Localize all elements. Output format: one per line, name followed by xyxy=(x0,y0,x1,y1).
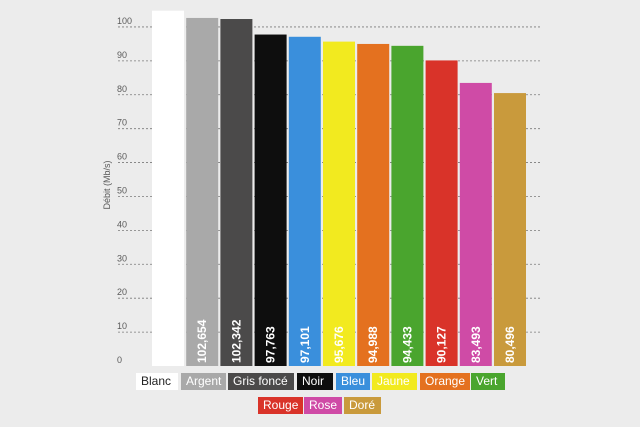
bar-rose xyxy=(459,82,492,366)
bar-value-label: 104,789 xyxy=(161,319,175,363)
bar-value-label: 94,433 xyxy=(400,326,414,363)
y-tick-label: 0 xyxy=(117,355,122,365)
bar-value-label: 102,654 xyxy=(195,319,209,363)
bar-gris-foncé xyxy=(220,19,253,366)
bar-blanc xyxy=(152,10,184,366)
bar-value-label: 80,496 xyxy=(503,326,517,363)
y-tick-label: 100 xyxy=(117,16,132,26)
y-axis-title: Débit (Mb/s) xyxy=(102,160,112,209)
bar-argent xyxy=(186,17,219,366)
y-tick-label: 40 xyxy=(117,219,127,229)
bar-value-label: 97,763 xyxy=(264,326,278,363)
bar-value-label: 94,988 xyxy=(366,326,380,363)
bar-jaune xyxy=(323,41,355,367)
bar-noir xyxy=(254,34,287,367)
bar-value-label: 90,127 xyxy=(435,326,449,363)
y-axis-ticks: 0 10 20 30 40 50 60 70 80 90 100 xyxy=(117,16,132,365)
y-tick-label: 10 xyxy=(117,321,127,331)
value-labels: 104,789 102,654 102,342 97,763 97,101 95,676 9… xyxy=(161,319,517,363)
bar-orange xyxy=(357,43,390,367)
bar-value-label: 83,493 xyxy=(469,326,483,363)
y-tick-label: 30 xyxy=(117,253,127,263)
bar-rouge xyxy=(425,60,458,367)
bar-value-label: 97,101 xyxy=(298,326,312,363)
bar-vert xyxy=(391,45,424,367)
y-tick-label: 70 xyxy=(117,118,127,128)
bar-value-label: 95,676 xyxy=(332,326,346,363)
y-tick-label: 60 xyxy=(117,152,127,162)
bar-doré xyxy=(494,93,526,366)
y-tick-label: 20 xyxy=(117,287,127,297)
y-tick-label: 80 xyxy=(117,84,127,94)
bar-bleu xyxy=(288,36,321,366)
y-tick-label: 50 xyxy=(117,185,127,195)
bars xyxy=(152,10,526,367)
y-tick-label: 90 xyxy=(117,50,127,60)
bar-value-label: 102,342 xyxy=(229,319,243,363)
